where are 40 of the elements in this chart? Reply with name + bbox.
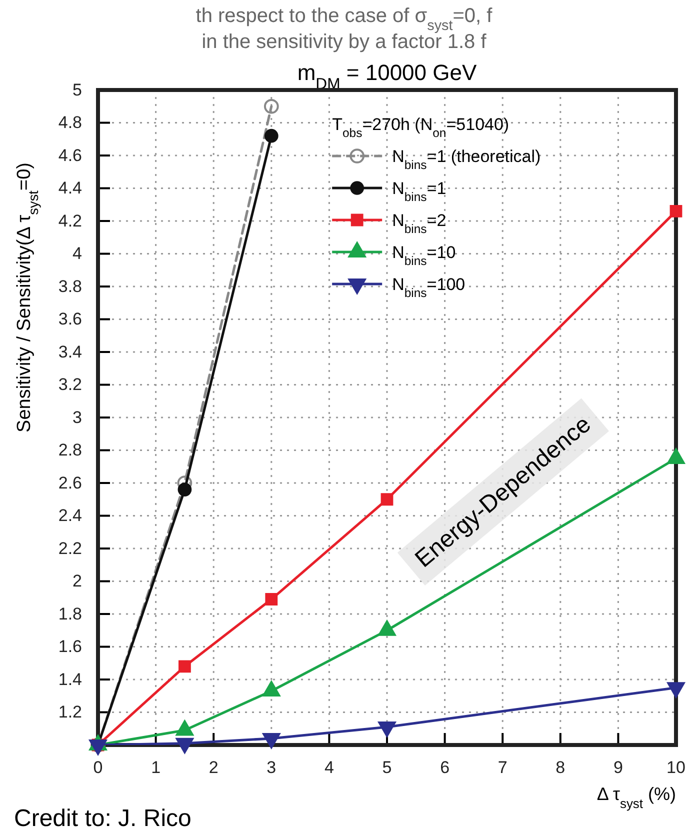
legend-title: T$_{obs}$=270h (N$_{on}$=51040)	[332, 115, 510, 140]
legend-label: N$_{bins}$=1 (theoretical)	[392, 147, 541, 172]
x-tick-label: 6	[440, 758, 450, 778]
y-tick-label: 2.2	[58, 538, 82, 558]
y-tick-label: 4	[72, 244, 82, 264]
y-tick-label: 3.8	[58, 276, 82, 296]
y-tick-label: 1.4	[58, 670, 82, 689]
x-tick-label: 3	[266, 758, 276, 778]
y-tick-label: 1.6	[58, 637, 82, 656]
legend-label: N$_{bins}$=100	[392, 275, 466, 300]
text: th respect to the case of σ$_{syst}$=0, f	[196, 5, 493, 34]
x-tick-label: 4	[324, 758, 334, 778]
y-tick-label: 3.2	[58, 375, 82, 394]
y-tick-label: 5	[72, 80, 82, 100]
y-tick-label: 2.6	[58, 473, 82, 492]
y-tick-label: 1.8	[58, 604, 82, 624]
legend-label: N$_{bins}$=1	[392, 179, 446, 204]
x-tick-label: 0	[93, 758, 103, 778]
x-tick-label: 7	[498, 758, 508, 778]
x-tick-label: 10	[666, 758, 686, 778]
x-tick-label: 2	[208, 758, 218, 778]
x-tick-label: 9	[613, 758, 623, 778]
x-tick-label: 1	[151, 758, 161, 778]
y-tick-label: 3.4	[58, 342, 82, 362]
x-tick-label: 5	[382, 758, 392, 778]
text: Credit to: J. Rico	[14, 805, 192, 832]
y-tick-label: 1.2	[58, 702, 82, 722]
x-axis-title: Δ τ$_{syst}$ (%)	[596, 784, 676, 810]
y-tick-label: 4.2	[58, 211, 82, 230]
x-tick-label: 8	[556, 758, 566, 778]
y-tick-label: 3.6	[58, 310, 82, 329]
legend-label: N$_{bins}$=10	[392, 243, 456, 268]
y-tick-label: 2.4	[58, 506, 82, 526]
legend-label: N$_{bins}$=2	[392, 211, 446, 236]
y-tick-label: 3	[72, 408, 82, 427]
y-tick-label: 4.8	[58, 113, 82, 132]
y-tick-label: 2.8	[58, 440, 82, 460]
y-tick-label: 4.4	[58, 178, 82, 198]
y-tick-label: 2	[72, 572, 82, 591]
y-tick-label: 4.6	[58, 146, 82, 165]
